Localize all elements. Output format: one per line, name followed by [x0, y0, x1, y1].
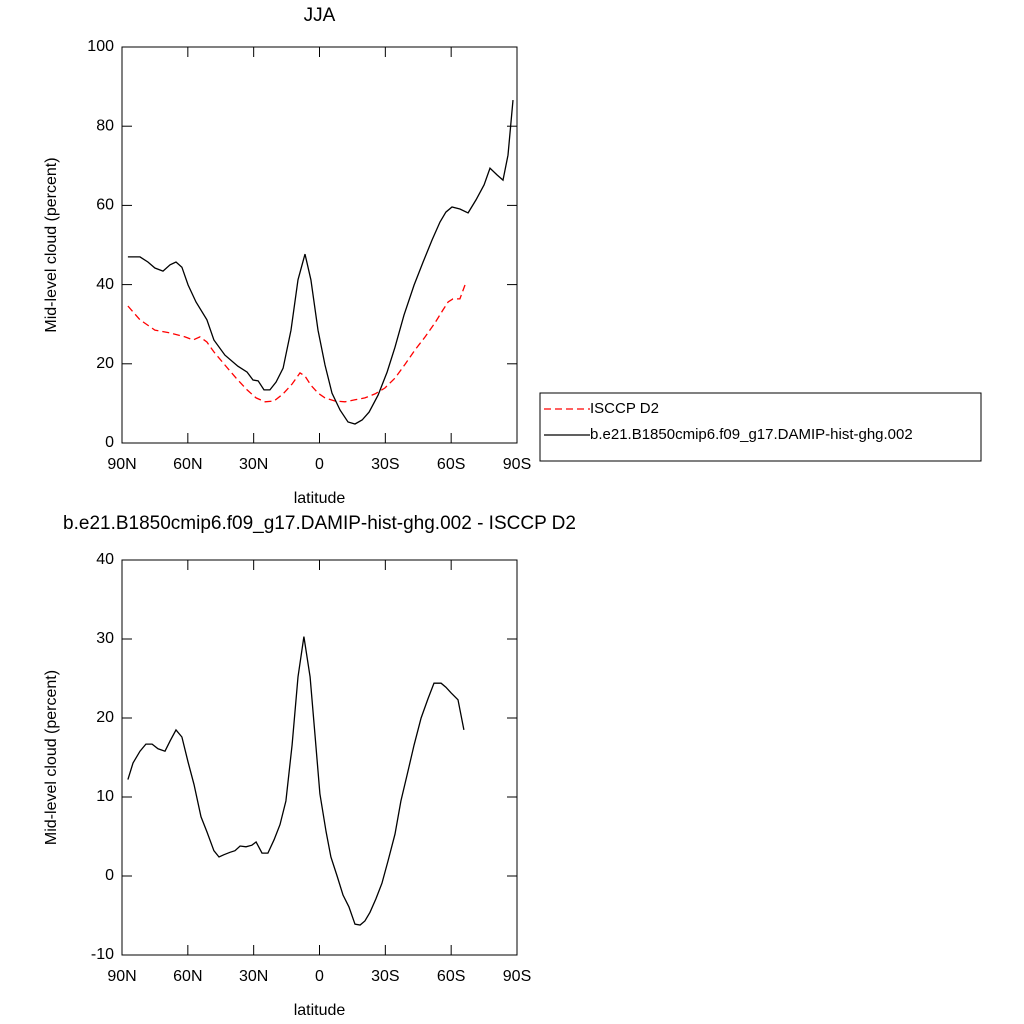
- y-tick-label: 60: [96, 197, 114, 214]
- y-tick-label: 100: [87, 38, 114, 55]
- y-tick-label: 40: [96, 276, 114, 293]
- legend-label: b.e21.B1850cmip6.f09_g17.DAMIP-hist-ghg.…: [590, 426, 913, 443]
- data-line: [127, 636, 465, 926]
- x-tick-label: 30N: [239, 456, 268, 473]
- y-tick-label: 30: [96, 630, 114, 647]
- data-line: [127, 284, 466, 403]
- x-tick-label: 60S: [437, 968, 465, 985]
- y-tick-label: 10: [96, 788, 114, 805]
- y-tick-label: 80: [96, 117, 114, 134]
- x-tick-label: 90S: [503, 968, 531, 985]
- plot-frame: [121, 46, 518, 444]
- x-tick-label: 30S: [371, 456, 399, 473]
- x-tick-label: 60S: [437, 456, 465, 473]
- chart-title: JJA: [304, 5, 336, 26]
- legend-label: ISCCP D2: [590, 400, 659, 417]
- y-tick-label: -10: [91, 946, 114, 963]
- y-tick-label: 20: [96, 709, 114, 726]
- y-tick-label: 0: [105, 434, 114, 451]
- x-tick-label: 90S: [503, 456, 531, 473]
- y-axis-label: Mid-level cloud (percent): [43, 670, 60, 845]
- y-tick-label: 40: [96, 551, 114, 568]
- y-axis-label: Mid-level cloud (percent): [43, 157, 60, 332]
- x-tick-label: 30S: [371, 968, 399, 985]
- legend-box: [539, 392, 982, 462]
- y-tick-label: 0: [105, 867, 114, 884]
- y-tick-label: 20: [96, 355, 114, 372]
- x-tick-label: 30N: [239, 968, 268, 985]
- chart-title: b.e21.B1850cmip6.f09_g17.DAMIP-hist-ghg.…: [63, 513, 576, 534]
- data-line: [127, 100, 514, 425]
- x-tick-label: 90N: [107, 968, 136, 985]
- x-tick-label: 60N: [173, 968, 202, 985]
- plot-frame: [121, 559, 518, 956]
- x-axis-label: latitude: [294, 490, 346, 507]
- x-tick-label: 0: [315, 968, 324, 985]
- x-axis-label: latitude: [294, 1002, 346, 1019]
- x-tick-label: 90N: [107, 456, 136, 473]
- x-tick-label: 60N: [173, 456, 202, 473]
- x-tick-label: 0: [315, 456, 324, 473]
